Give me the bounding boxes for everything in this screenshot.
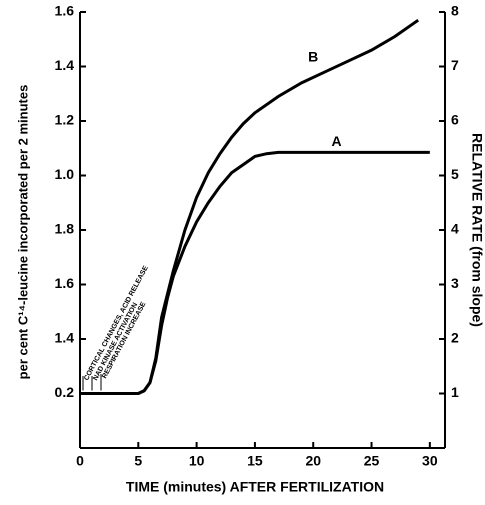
line-series xyxy=(80,150,430,395)
series-label: B xyxy=(308,49,318,65)
annotation: CORTICAL CHANGES, ACID RELEASE xyxy=(83,265,150,382)
y2-tick-label: 8 xyxy=(451,3,459,19)
x-tick-label: 20 xyxy=(305,453,321,469)
y2-tick-label: 3 xyxy=(451,275,459,291)
x-tick-label: 25 xyxy=(364,453,380,469)
y2-tick-label: 6 xyxy=(451,112,459,128)
x-tick-label: 30 xyxy=(422,453,438,469)
y2-axis-title: RELATIVE RATE (from slope) xyxy=(469,133,485,327)
series-label: A xyxy=(331,133,341,149)
y-tick-label: 1.4 xyxy=(55,57,75,73)
y-tick-label: 1.6 xyxy=(55,3,75,19)
x-tick-label: 15 xyxy=(247,453,263,469)
y2-tick-label: 4 xyxy=(451,221,459,237)
y-tick-label: 1.8 xyxy=(55,221,75,237)
y2-tick-label: 5 xyxy=(451,166,459,182)
x-tick-label: 10 xyxy=(189,453,205,469)
x-tick-label: 5 xyxy=(134,453,142,469)
y2-tick-label: 7 xyxy=(451,57,459,73)
x-tick-label: 0 xyxy=(76,453,84,469)
y-tick-label: 1.6 xyxy=(55,275,75,291)
x-axis-title: TIME (minutes) AFTER FERTILIZATION xyxy=(126,479,384,495)
y-tick-label: 1.0 xyxy=(55,166,75,182)
y2-tick-label: 2 xyxy=(451,330,459,346)
annotation: NAD KINASE ACTIVATION xyxy=(92,302,139,382)
y-axis-title: per cent C¹⁴-leucine incorporated per 2 … xyxy=(15,85,30,380)
y-tick-label: 1.2 xyxy=(55,112,75,128)
y2-tick-label: 1 xyxy=(451,384,459,400)
y-tick-label: 1.4 xyxy=(55,330,75,346)
line-series xyxy=(80,18,420,395)
y-tick-label: 0.2 xyxy=(55,384,75,400)
